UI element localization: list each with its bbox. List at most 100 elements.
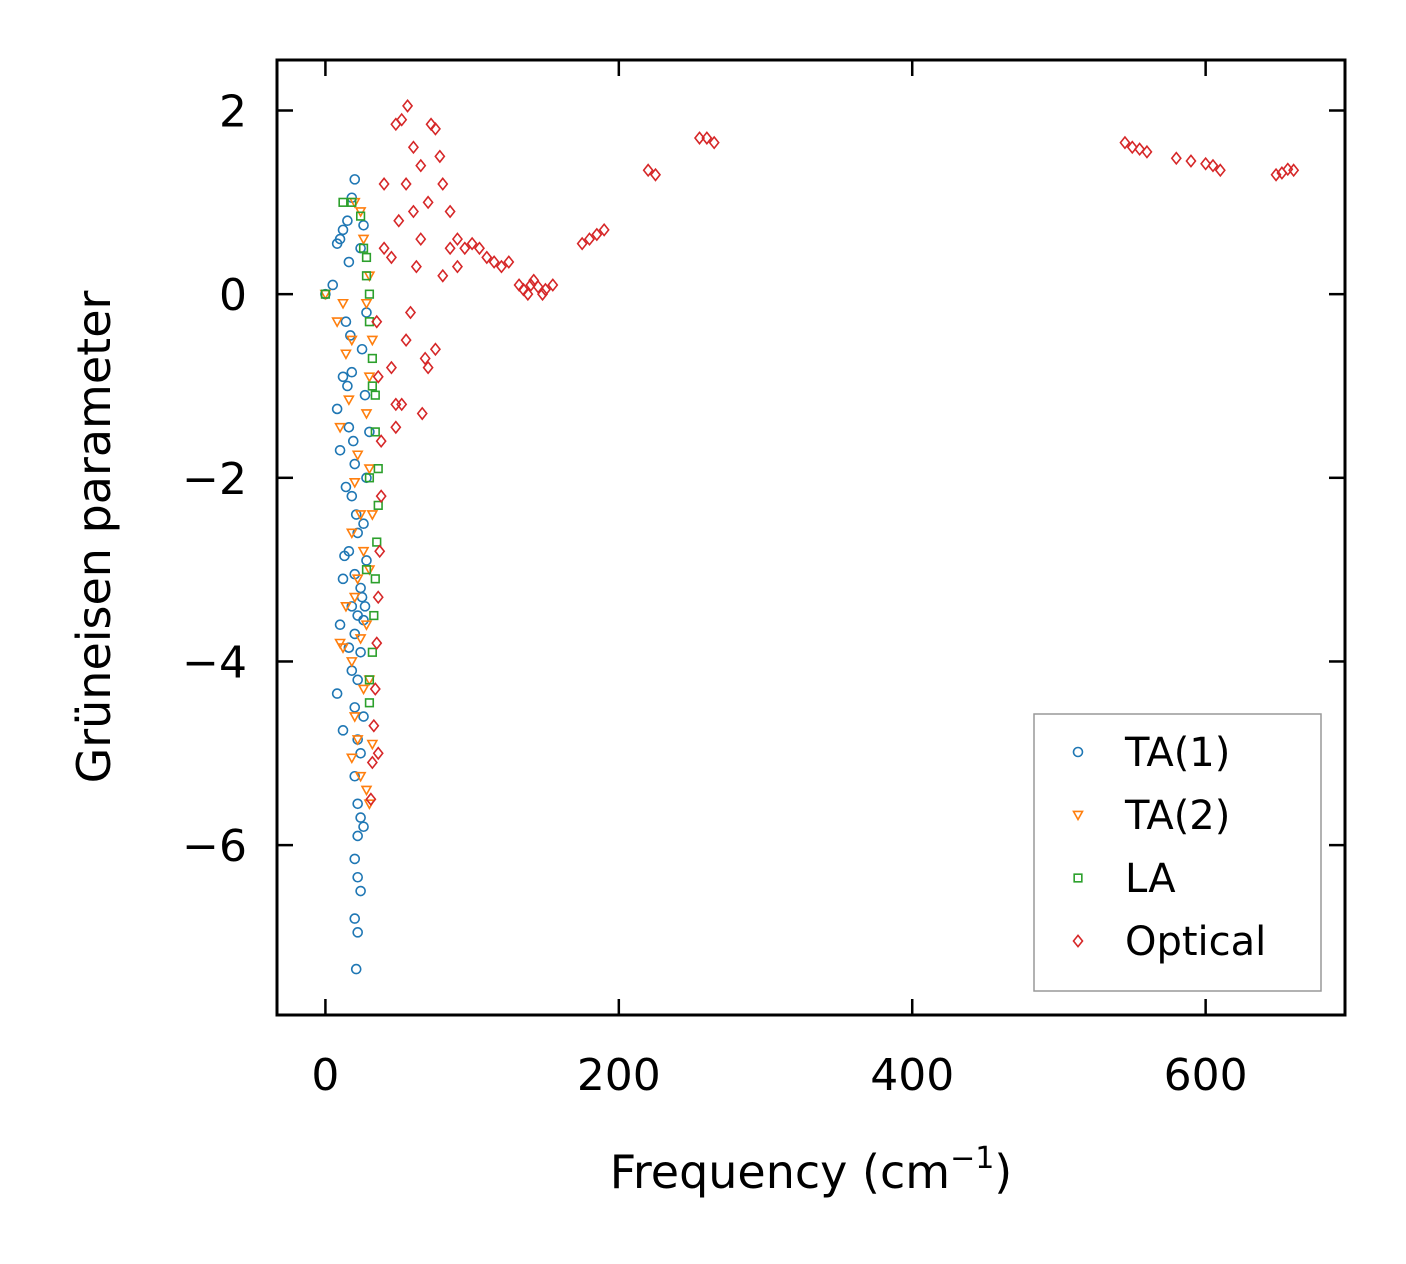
- data-point: [451, 259, 463, 274]
- data-point: [1200, 156, 1212, 171]
- plot-area-frame: [275, 58, 1347, 1017]
- data-point: [1134, 142, 1146, 156]
- data-point: [372, 537, 382, 547]
- data-point: [372, 590, 384, 605]
- data-point: [366, 739, 379, 751]
- data-point: [415, 232, 427, 246]
- legend-marker-ta-1-: [1072, 746, 1084, 758]
- data-point: [354, 771, 367, 783]
- data-point: [337, 298, 349, 310]
- data-point: [404, 305, 417, 320]
- data-point: [346, 490, 358, 502]
- data-point: [370, 427, 380, 437]
- data-point: [370, 390, 380, 400]
- data-point: [437, 268, 449, 283]
- data-point: [363, 372, 376, 383]
- data-point: [390, 420, 402, 435]
- legend-marker-optical: [1072, 934, 1084, 948]
- data-point: [375, 489, 387, 504]
- data-point: [358, 711, 369, 722]
- data-point: [349, 853, 361, 865]
- legend-label: Optical: [1125, 919, 1266, 965]
- data-point: [364, 473, 375, 483]
- data-point: [352, 830, 363, 842]
- data-point: [331, 317, 344, 328]
- data-point: [337, 573, 349, 585]
- data-point: [429, 121, 441, 136]
- data-point: [340, 481, 352, 493]
- data-point: [357, 684, 370, 696]
- x-tick-label: 400: [870, 1050, 954, 1101]
- data-point: [537, 287, 549, 302]
- data-point: [352, 527, 363, 539]
- data-point: [369, 610, 379, 621]
- data-point: [473, 241, 485, 256]
- data-point: [422, 195, 434, 210]
- data-point: [532, 279, 544, 294]
- data-point: [693, 131, 706, 145]
- data-point: [360, 785, 373, 797]
- data-point: [1170, 151, 1182, 166]
- legend-label: TA(1): [1124, 730, 1230, 776]
- data-point: [393, 213, 405, 228]
- data-point: [481, 250, 493, 265]
- data-point: [361, 565, 372, 575]
- data-point: [331, 688, 343, 699]
- legend-label: LA: [1125, 856, 1176, 902]
- data-point: [351, 735, 364, 746]
- data-point: [347, 435, 359, 447]
- data-point: [355, 211, 366, 221]
- data-point: [396, 397, 408, 412]
- data-point: [396, 112, 408, 127]
- data-point: [373, 500, 383, 510]
- data-point: [466, 236, 478, 251]
- data-point: [352, 927, 363, 938]
- data-point: [367, 381, 377, 391]
- data-point: [343, 395, 355, 406]
- data-point: [495, 259, 507, 274]
- data-point: [372, 369, 384, 384]
- data-point: [337, 725, 349, 736]
- data-point: [598, 222, 610, 237]
- data-point: [373, 464, 383, 474]
- data-point: [366, 335, 379, 347]
- data-point: [352, 871, 363, 883]
- data-point: [349, 458, 361, 470]
- series-ta-2-: [319, 197, 379, 810]
- data-point: [352, 798, 363, 810]
- data-point: [429, 342, 441, 357]
- data-point: [355, 812, 366, 823]
- series-la: [320, 197, 383, 708]
- data-point: [422, 360, 434, 375]
- legend-label: TA(2): [1124, 793, 1230, 839]
- data-point: [337, 371, 349, 383]
- data-point: [340, 349, 352, 360]
- data-point: [349, 174, 361, 185]
- data-point: [366, 755, 378, 770]
- data-point: [350, 509, 362, 520]
- data-point: [1141, 144, 1153, 159]
- data-point: [334, 233, 346, 245]
- data-point: [359, 389, 371, 401]
- data-point: [361, 555, 372, 566]
- data-point: [357, 546, 370, 558]
- data-point: [358, 243, 369, 253]
- data-point: [355, 885, 366, 897]
- y-tick-label: 0: [219, 270, 247, 321]
- data-point: [345, 335, 358, 347]
- data-point: [400, 333, 412, 347]
- data-point: [361, 252, 372, 263]
- data-point: [339, 550, 350, 562]
- x-tick-label: 0: [311, 1050, 339, 1101]
- data-point: [354, 634, 367, 645]
- data-point: [576, 236, 588, 251]
- legend: TA(1) TA(2) LA Optical: [1033, 713, 1322, 992]
- legend-marker-ta-2-: [1072, 810, 1084, 822]
- y-tick-label: 2: [219, 87, 247, 138]
- data-point: [346, 366, 358, 378]
- data-point: [355, 646, 366, 658]
- data-point: [1126, 140, 1138, 155]
- data-point: [444, 204, 456, 219]
- data-point: [349, 702, 361, 713]
- data-point: [358, 821, 369, 833]
